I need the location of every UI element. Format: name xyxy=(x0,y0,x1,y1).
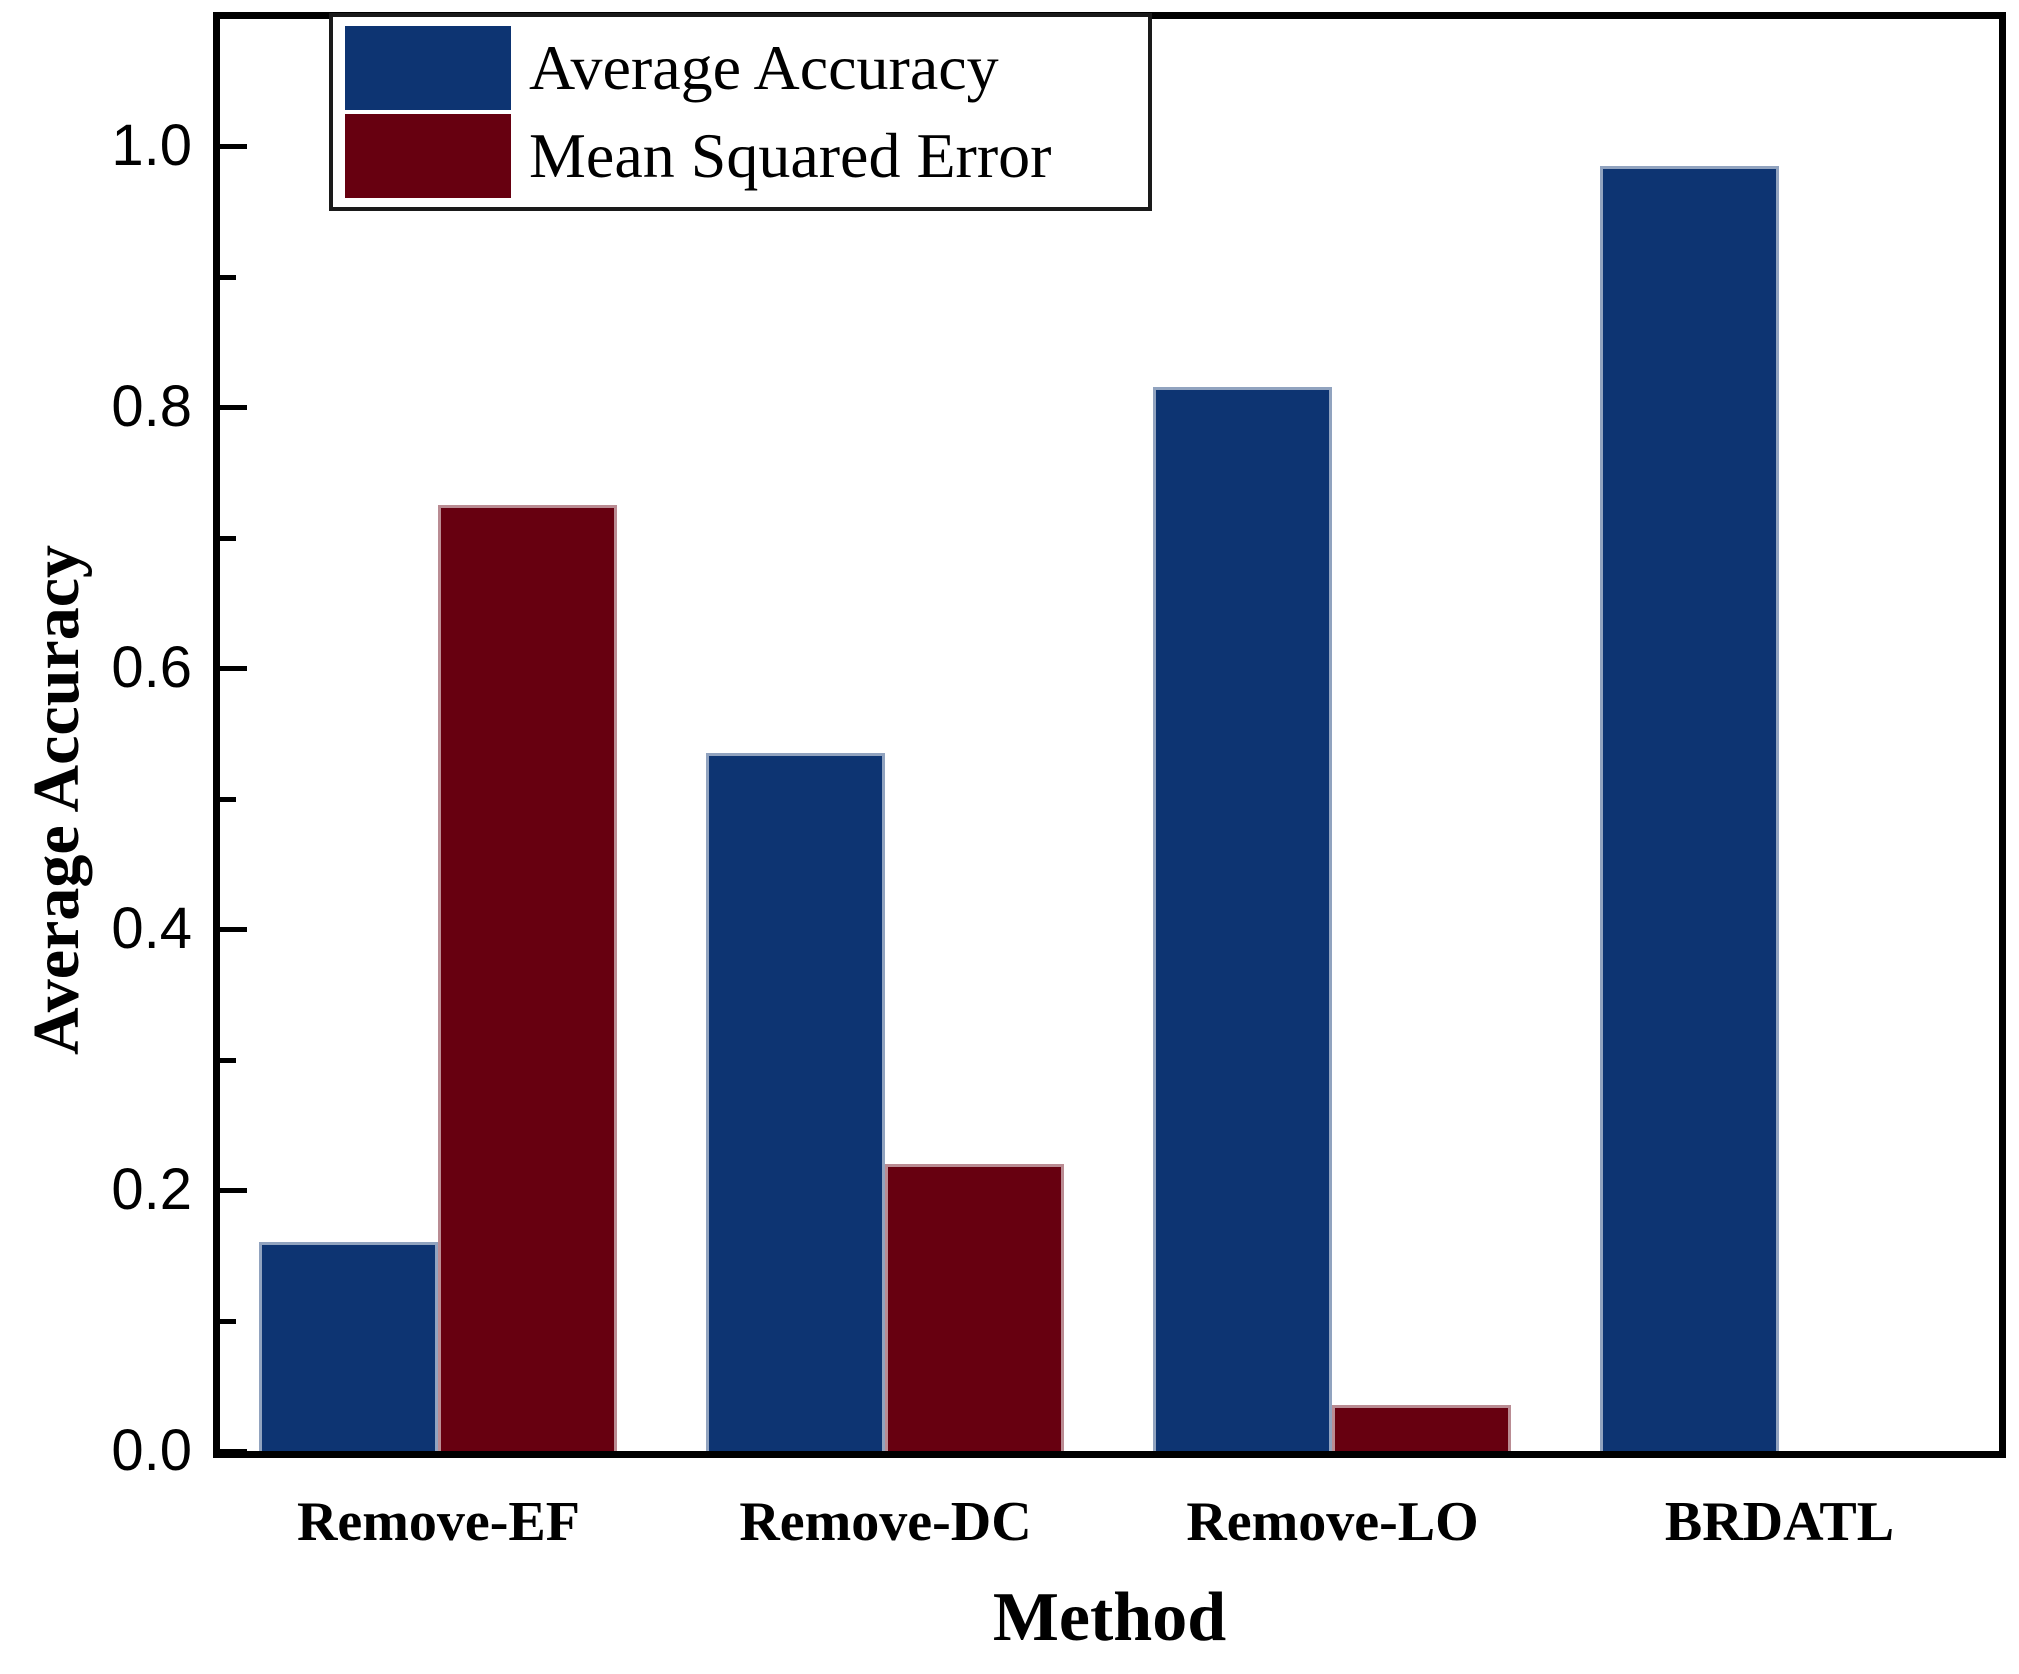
y-tick-label-0.8: 0.8 xyxy=(111,374,192,439)
x-category-label-remove-dc: Remove-DC xyxy=(739,1491,1032,1553)
y-tick-0 xyxy=(220,1449,247,1454)
x-axis-title: Method xyxy=(992,1579,1227,1656)
legend-label-average-accuracy: Average Accuracy xyxy=(529,31,999,103)
bar-remove-dc-accuracy xyxy=(706,753,885,1451)
bar-remove-lo-accuracy xyxy=(1153,387,1332,1451)
legend: Average Accuracy Mean Squared Error xyxy=(329,13,1152,211)
x-category-label-remove-lo: Remove-LO xyxy=(1186,1491,1479,1553)
y-tick-label-0.2: 0.2 xyxy=(111,1157,192,1222)
y-tick-0.2 xyxy=(220,1188,247,1193)
x-category-label-brdatl: BRDATL xyxy=(1664,1491,1895,1553)
y-tick-0.8 xyxy=(220,405,247,410)
bar-remove-lo-mse xyxy=(1332,1405,1511,1451)
y-tick-label-1.0: 1.0 xyxy=(111,113,192,178)
legend-swatch-average-accuracy xyxy=(345,25,511,110)
y-tick-0.3 xyxy=(220,1057,236,1063)
bar-remove-ef-mse xyxy=(438,505,617,1451)
legend-item-mean-squared-error: Mean Squared Error xyxy=(333,114,1148,199)
y-tick-1 xyxy=(220,144,247,149)
x-category-label-remove-ef: Remove-EF xyxy=(296,1491,580,1553)
y-tick-label-0.6: 0.6 xyxy=(111,635,192,700)
y-tick-0.7 xyxy=(220,535,236,541)
legend-item-average-accuracy: Average Accuracy xyxy=(333,25,1148,110)
y-tick-0.9 xyxy=(220,274,236,280)
bar-remove-dc-mse xyxy=(885,1164,1064,1451)
y-tick-label-0.4: 0.4 xyxy=(111,896,192,961)
legend-swatch-mean-squared-error xyxy=(345,114,511,199)
y-tick-0.4 xyxy=(220,927,247,932)
y-tick-0.5 xyxy=(220,796,236,802)
y-axis-title: Average Accuracy xyxy=(20,544,93,1056)
bar-remove-ef-accuracy xyxy=(259,1242,438,1451)
legend-label-mean-squared-error: Mean Squared Error xyxy=(529,120,1052,192)
y-tick-0.6 xyxy=(220,666,247,671)
bar-brdatl-accuracy xyxy=(1600,166,1779,1451)
y-tick-label-0.0: 0.0 xyxy=(111,1418,192,1483)
y-tick-0.1 xyxy=(220,1318,236,1324)
